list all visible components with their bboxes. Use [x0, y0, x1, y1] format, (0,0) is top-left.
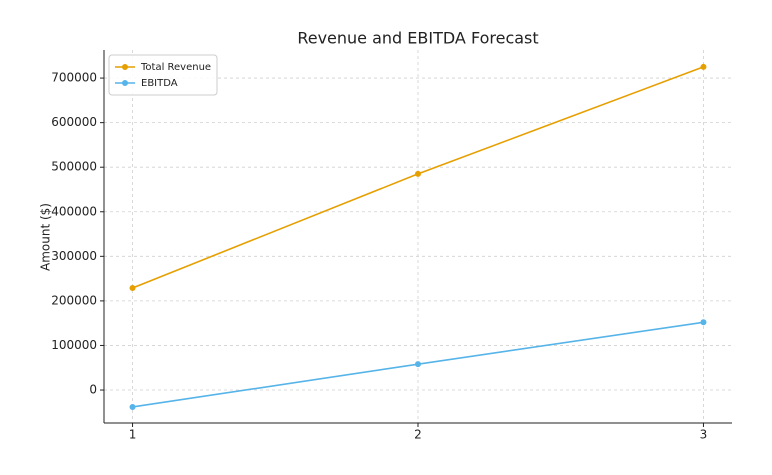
y-tick-label: 400000 — [51, 204, 97, 218]
y-tick-label: 300000 — [51, 249, 97, 263]
y-tick-label: 100000 — [51, 338, 97, 352]
y-tick-label: 700000 — [51, 71, 97, 85]
data-point — [700, 63, 707, 70]
x-tick-label: 3 — [700, 428, 708, 442]
x-tick-label: 2 — [414, 428, 422, 442]
data-point — [415, 361, 421, 368]
chart-title: Revenue and EBITDA Forecast — [297, 29, 538, 48]
data-point — [700, 319, 707, 326]
data-point — [129, 284, 136, 291]
legend-marker — [122, 64, 128, 70]
legend-marker — [122, 80, 128, 86]
legend-label: EBITDA — [141, 78, 178, 89]
legend-label: Total Revenue — [140, 62, 211, 73]
legend-box — [108, 54, 218, 96]
data-point — [129, 403, 136, 410]
y-tick-label: 0 — [89, 383, 97, 397]
y-tick-label: 200000 — [51, 293, 97, 307]
y-axis-label: Amount ($) — [39, 203, 53, 271]
y-tick-label: 500000 — [51, 160, 97, 174]
x-tick-label: 1 — [129, 428, 137, 442]
y-tick-label: 600000 — [51, 115, 97, 129]
data-point — [415, 170, 421, 177]
